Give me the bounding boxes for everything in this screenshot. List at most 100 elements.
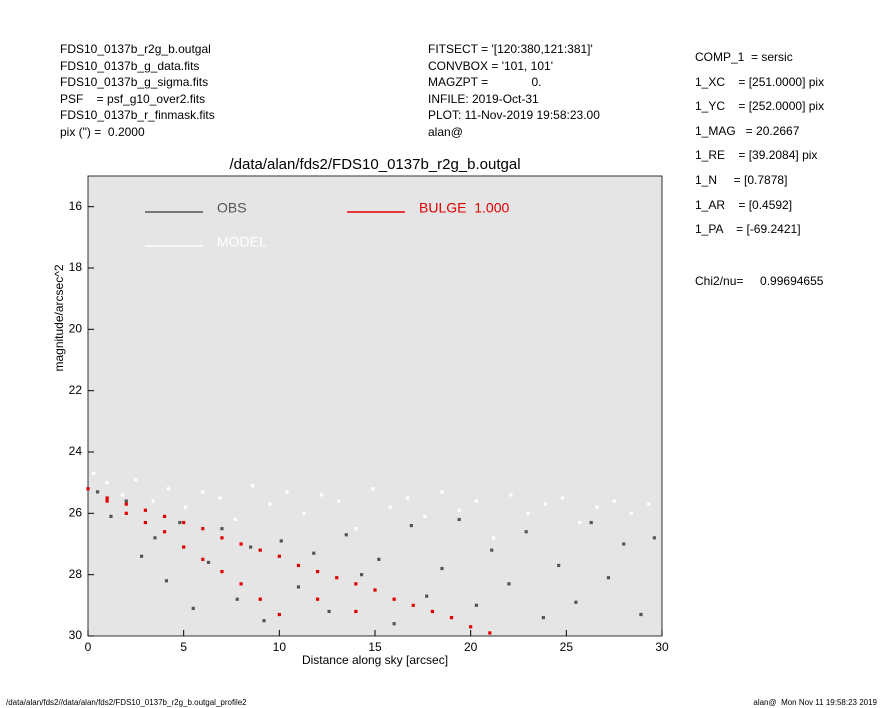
x-tick-label: 10	[273, 640, 287, 654]
y-axis-label: magnitude/arcsec^2	[52, 264, 66, 371]
header-line: alan@	[428, 124, 463, 139]
point	[277, 554, 281, 558]
param-line: 1_MAG = 20.2667	[695, 123, 800, 138]
point	[124, 511, 128, 515]
header-line: CONVBOX = '101, 101'	[428, 58, 553, 73]
point	[279, 539, 283, 543]
point	[262, 619, 266, 623]
point	[595, 505, 599, 509]
point	[509, 493, 513, 497]
y-tick-label: 18	[69, 260, 83, 274]
param-line: 1_XC = [251.0000] pix	[695, 74, 825, 89]
point	[239, 582, 243, 586]
y-tick-label: 16	[69, 199, 83, 213]
point	[143, 508, 147, 512]
point	[492, 536, 496, 540]
point	[425, 594, 429, 598]
point	[268, 502, 272, 506]
point	[541, 616, 545, 620]
point	[344, 533, 348, 537]
header-line: FDS10_0137b_r_finmask.fits	[60, 108, 215, 122]
y-tick-label: 30	[69, 628, 83, 642]
point	[258, 548, 262, 552]
point	[543, 502, 547, 506]
point	[392, 622, 396, 626]
point	[652, 536, 656, 540]
point	[557, 563, 561, 568]
point	[178, 520, 182, 525]
point	[449, 616, 454, 620]
x-tick-label: 15	[368, 640, 382, 654]
point	[589, 520, 593, 525]
header-line: FDS10_0137b_g_sigma.fits	[60, 75, 209, 89]
point	[312, 551, 316, 555]
param-line: 1_PA = [-69.2421]	[695, 222, 801, 237]
header-line: MAGZPT = 0.	[428, 75, 542, 89]
footer-right: alan@ Mon Nov 11 19:58:23 2019	[753, 698, 877, 707]
point	[457, 517, 461, 522]
point	[560, 496, 565, 500]
x-tick-label: 30	[655, 640, 669, 654]
point	[218, 496, 222, 500]
point	[354, 582, 358, 586]
point	[388, 505, 392, 509]
point	[316, 597, 320, 601]
point	[337, 499, 341, 503]
footer-left: /data/alan/fds2//data/alan/fds2/FDS10_01…	[6, 698, 247, 707]
header-line: FITSECT = '[120:380,121:381]'	[428, 42, 593, 56]
point	[220, 570, 224, 574]
point	[105, 481, 109, 485]
point	[474, 603, 479, 607]
point	[526, 511, 530, 515]
point	[105, 499, 109, 503]
point	[258, 597, 262, 601]
point	[302, 511, 306, 515]
point	[143, 520, 147, 525]
point	[120, 493, 125, 497]
param-line: 1_N = [0.7878]	[695, 172, 788, 187]
point	[622, 542, 626, 546]
point	[139, 554, 144, 558]
point	[335, 576, 339, 580]
point	[153, 536, 157, 540]
point	[233, 517, 237, 522]
point	[134, 478, 138, 482]
x-tick-label: 0	[85, 640, 92, 654]
y-tick-label: 26	[69, 506, 83, 520]
point	[285, 490, 289, 494]
point	[423, 514, 427, 518]
param-line: 1_YC = [252.0000] pix	[695, 99, 825, 114]
header-line: FDS10_0137b_r2g_b.outgal	[60, 42, 211, 56]
point	[392, 597, 396, 601]
point	[524, 530, 528, 534]
x-tick-label: 5	[180, 640, 187, 654]
point	[183, 505, 188, 509]
point	[606, 576, 611, 580]
header-left: FDS10_0137b_r2g_b.outgal FDS10_0137b_g_da…	[60, 42, 215, 141]
point	[166, 487, 170, 491]
y-tick-label: 24	[69, 444, 83, 458]
point	[201, 527, 205, 531]
point	[316, 570, 320, 574]
legend-label: OBS	[217, 200, 247, 216]
point	[354, 527, 358, 531]
point	[629, 511, 633, 515]
point	[373, 588, 377, 592]
point	[109, 514, 113, 518]
point	[162, 514, 167, 518]
point	[405, 496, 410, 500]
point	[440, 566, 444, 571]
point	[360, 573, 364, 577]
point	[319, 493, 324, 497]
point	[151, 499, 155, 503]
plot-area	[87, 175, 663, 637]
y-tick-label: 22	[69, 383, 83, 397]
point	[377, 557, 381, 561]
y-tick-label: 20	[69, 322, 83, 336]
header-line: PSF = psf_g10_over2.fits	[60, 91, 206, 106]
point	[409, 524, 413, 528]
legend-label: MODEL	[217, 234, 267, 250]
point	[220, 527, 224, 531]
